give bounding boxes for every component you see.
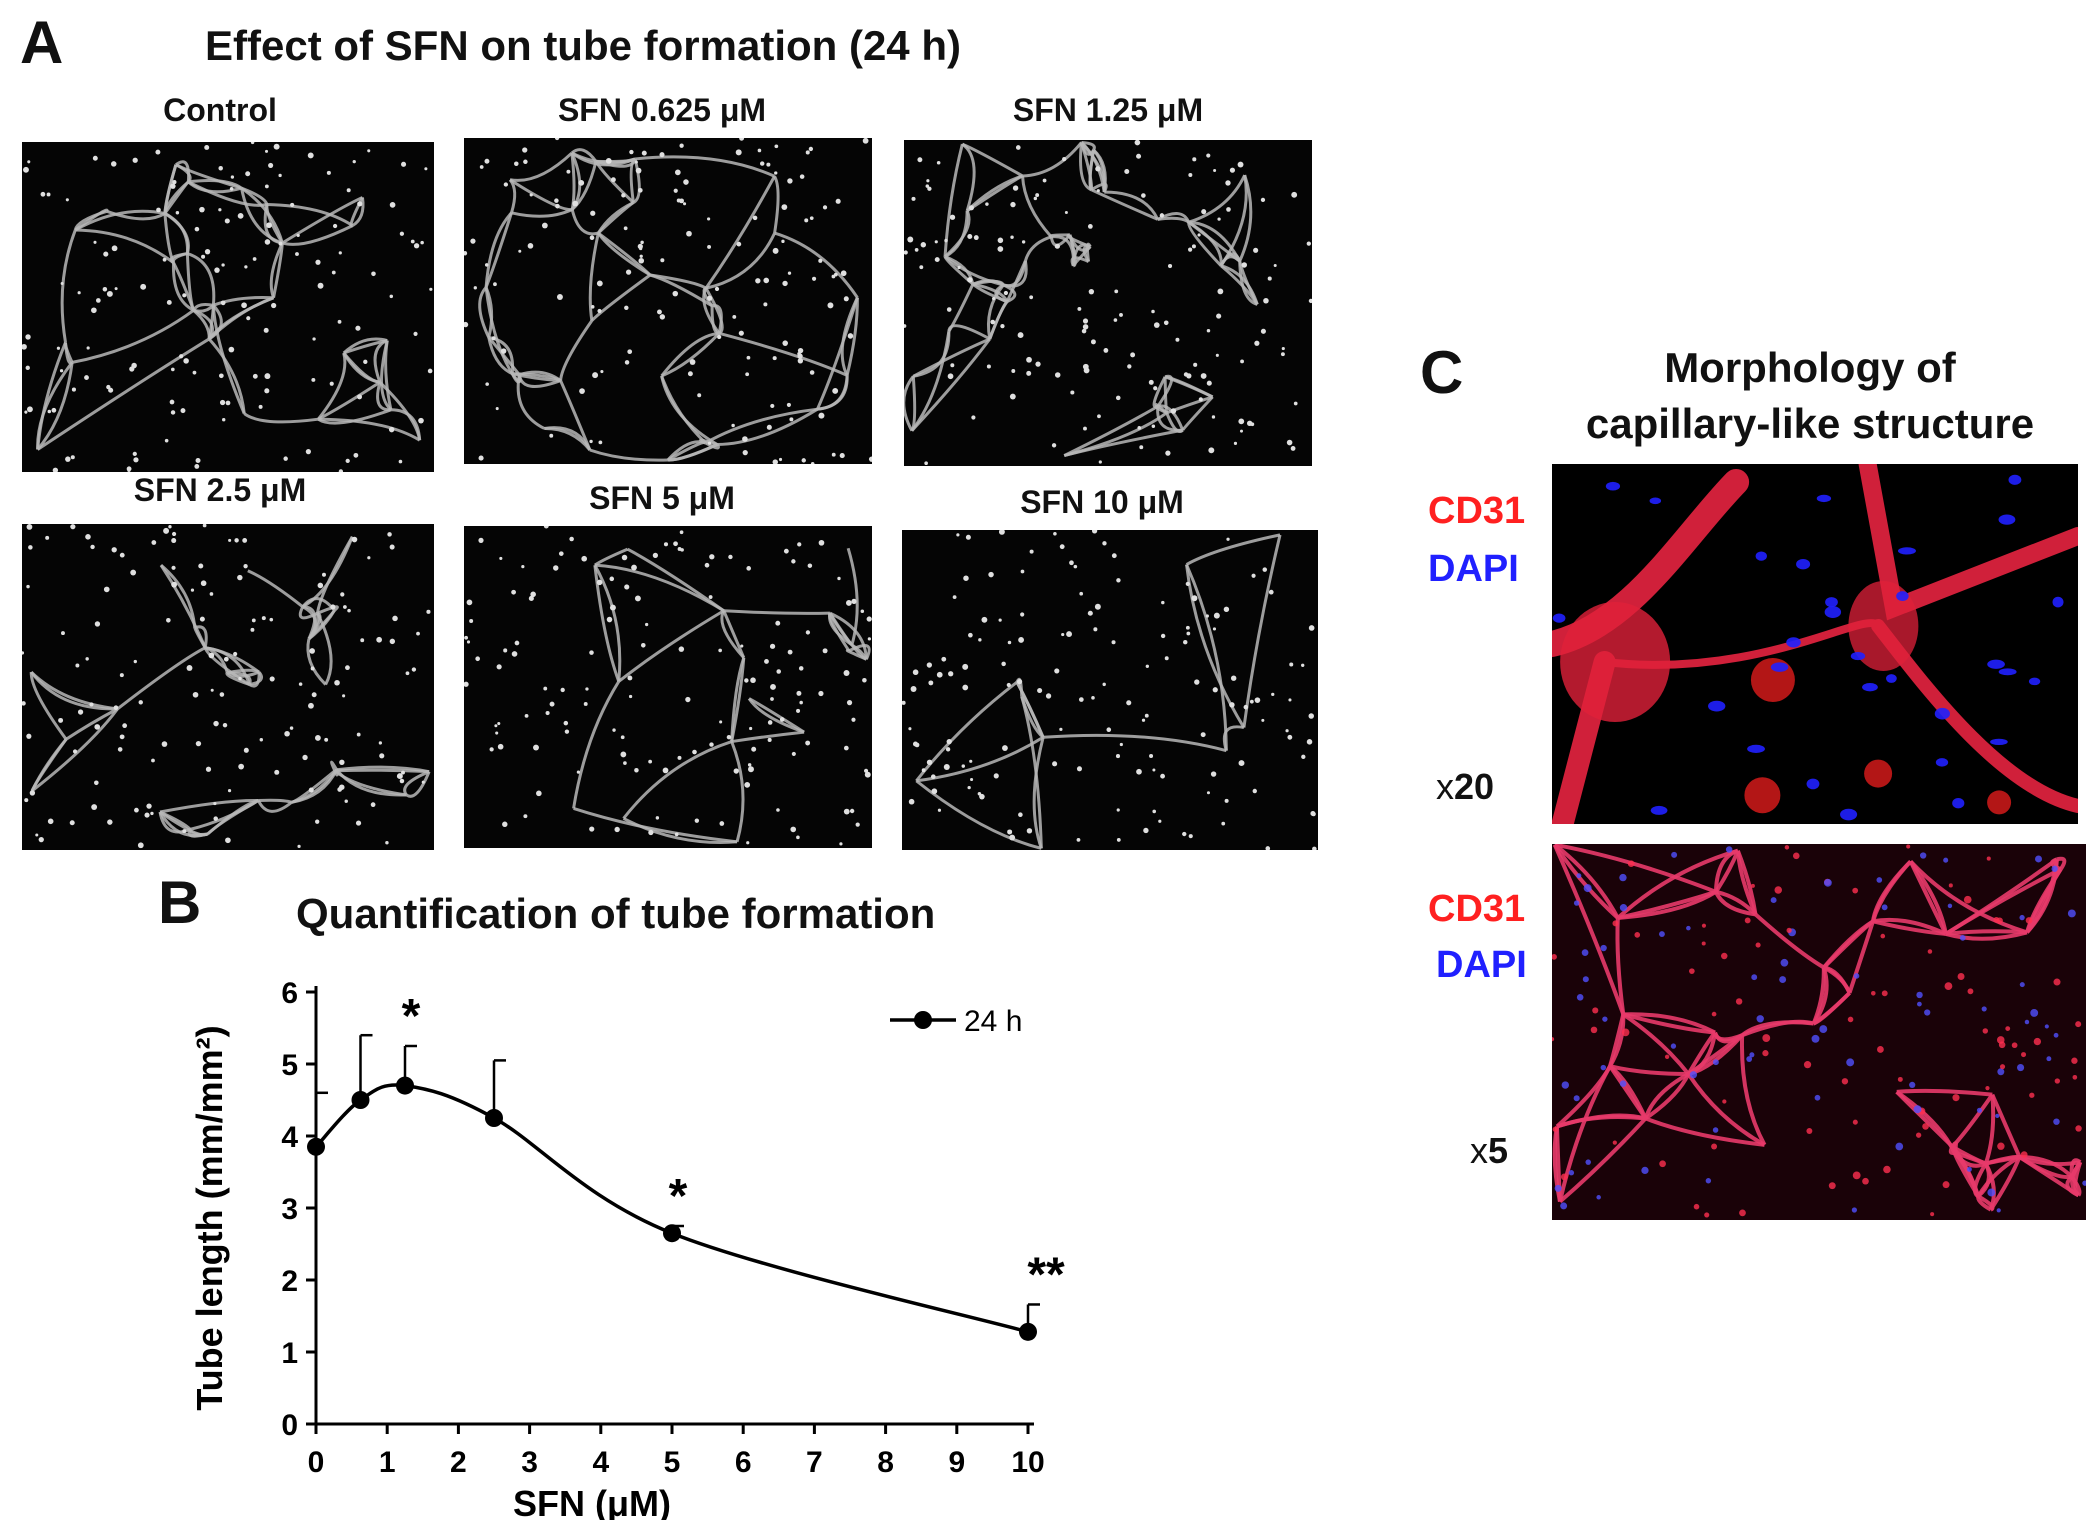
fluorescence-x5 [1552, 844, 2086, 1220]
micrograph-texture [22, 142, 434, 472]
bottom-stain-dapi: DAPI [1436, 944, 1527, 986]
panel-c-letter: C [1420, 339, 1464, 406]
tube-length-chart: 0 1 2 3 4 5 6 0 1 2 3 4 5 6 7 8 9 10 SFN (μM) Tube length (… [180, 960, 1100, 1524]
micrograph-texture [22, 524, 434, 850]
data-point [351, 1091, 370, 1109]
y-axis-label: Tube length (mm/mm²) [189, 1025, 230, 1410]
condition-label-sfn-25: SFN 2.5 μM [133, 472, 307, 508]
panel-b-title: Quantification of tube formation [296, 890, 936, 937]
x-tick-label: 5 [664, 1446, 681, 1479]
panel-b-letter: B [158, 869, 202, 936]
micrograph-sfn-5 [464, 526, 872, 848]
bottom-mag-value: 5 [1488, 1130, 1509, 1171]
micrograph-sfn-125 [904, 140, 1312, 466]
y-tick-label: 2 [281, 1265, 298, 1298]
top-mag-value: 20 [1454, 766, 1495, 807]
fluorescence-texture [1552, 844, 2086, 1220]
data-point [307, 1137, 325, 1156]
micrograph-sfn-10 [902, 530, 1318, 850]
condition-label-control: Control [163, 92, 277, 128]
micrograph-sfn-25 [22, 524, 434, 850]
y-tick-label: 4 [281, 1121, 298, 1154]
y-tick-label: 0 [281, 1409, 298, 1442]
y-tick-label: 6 [281, 977, 298, 1010]
top-stain-cd31: CD31 [1428, 490, 1526, 532]
y-tick-label: 1 [281, 1337, 298, 1370]
significance-marker: ** [1027, 1248, 1065, 1301]
significance-marker: * [669, 1170, 688, 1223]
top-mag-prefix: x [1436, 766, 1454, 807]
panel-c-title-line2: capillary-like structure [1585, 400, 2035, 447]
top-magnification: x20 [1436, 766, 1494, 808]
legend-label: 24 h [964, 1005, 1022, 1038]
significance-marker: * [402, 990, 421, 1043]
data-point [1019, 1322, 1037, 1341]
condition-label-sfn-0625: SFN 0.625 μM [557, 92, 767, 128]
fluorescence-texture [1552, 464, 2078, 824]
condition-label-sfn-10: SFN 10 μM [1020, 484, 1184, 520]
data-point [396, 1076, 414, 1095]
x-tick-label: 9 [948, 1446, 965, 1479]
fluorescence-x20 [1552, 464, 2078, 824]
condition-label-sfn-125: SFN 1.25 μM [1012, 92, 1204, 128]
x-tick-label: 8 [877, 1446, 894, 1479]
micrograph-control [22, 142, 434, 472]
bottom-magnification: x5 [1470, 1130, 1508, 1172]
bottom-stain-cd31: CD31 [1428, 888, 1526, 930]
x-tick-label: 2 [450, 1446, 467, 1479]
panel-c-title-line1: Morphology of [1664, 344, 1956, 391]
data-point [485, 1109, 503, 1127]
y-tick-label: 3 [281, 1193, 298, 1226]
chart-svg: 0 1 2 3 4 5 6 0 1 2 3 4 5 6 7 8 9 10 SFN (μM) Tube length (… [189, 977, 1065, 1524]
y-tick-label: 5 [281, 1049, 298, 1082]
panel-a-title: Effect of SFN on tube formation (24 h) [205, 22, 961, 69]
panel-c-title: Morphology of capillary-like structure [1540, 340, 2080, 452]
x-axis-label: SFN (μM) [513, 1483, 671, 1520]
x-tick-label: 7 [806, 1446, 823, 1479]
bottom-mag-prefix: x [1470, 1130, 1488, 1171]
condition-label-sfn-5: SFN 5 μM [589, 480, 735, 516]
x-tick-label: 4 [592, 1446, 609, 1479]
micrograph-sfn-0625 [464, 138, 872, 464]
micrograph-texture [904, 140, 1312, 466]
micrograph-texture [464, 138, 872, 464]
x-tick-label: 0 [308, 1446, 325, 1479]
top-stain-dapi: DAPI [1428, 548, 1519, 590]
panel-a-letter: A [20, 9, 64, 76]
data-point [663, 1224, 681, 1243]
x-tick-label: 3 [521, 1446, 538, 1479]
micrograph-texture [464, 526, 872, 848]
legend-marker [914, 1011, 932, 1029]
x-tick-label: 1 [379, 1446, 396, 1479]
x-tick-label: 6 [735, 1446, 752, 1479]
x-tick-label: 10 [1011, 1446, 1044, 1479]
micrograph-texture [902, 530, 1318, 850]
